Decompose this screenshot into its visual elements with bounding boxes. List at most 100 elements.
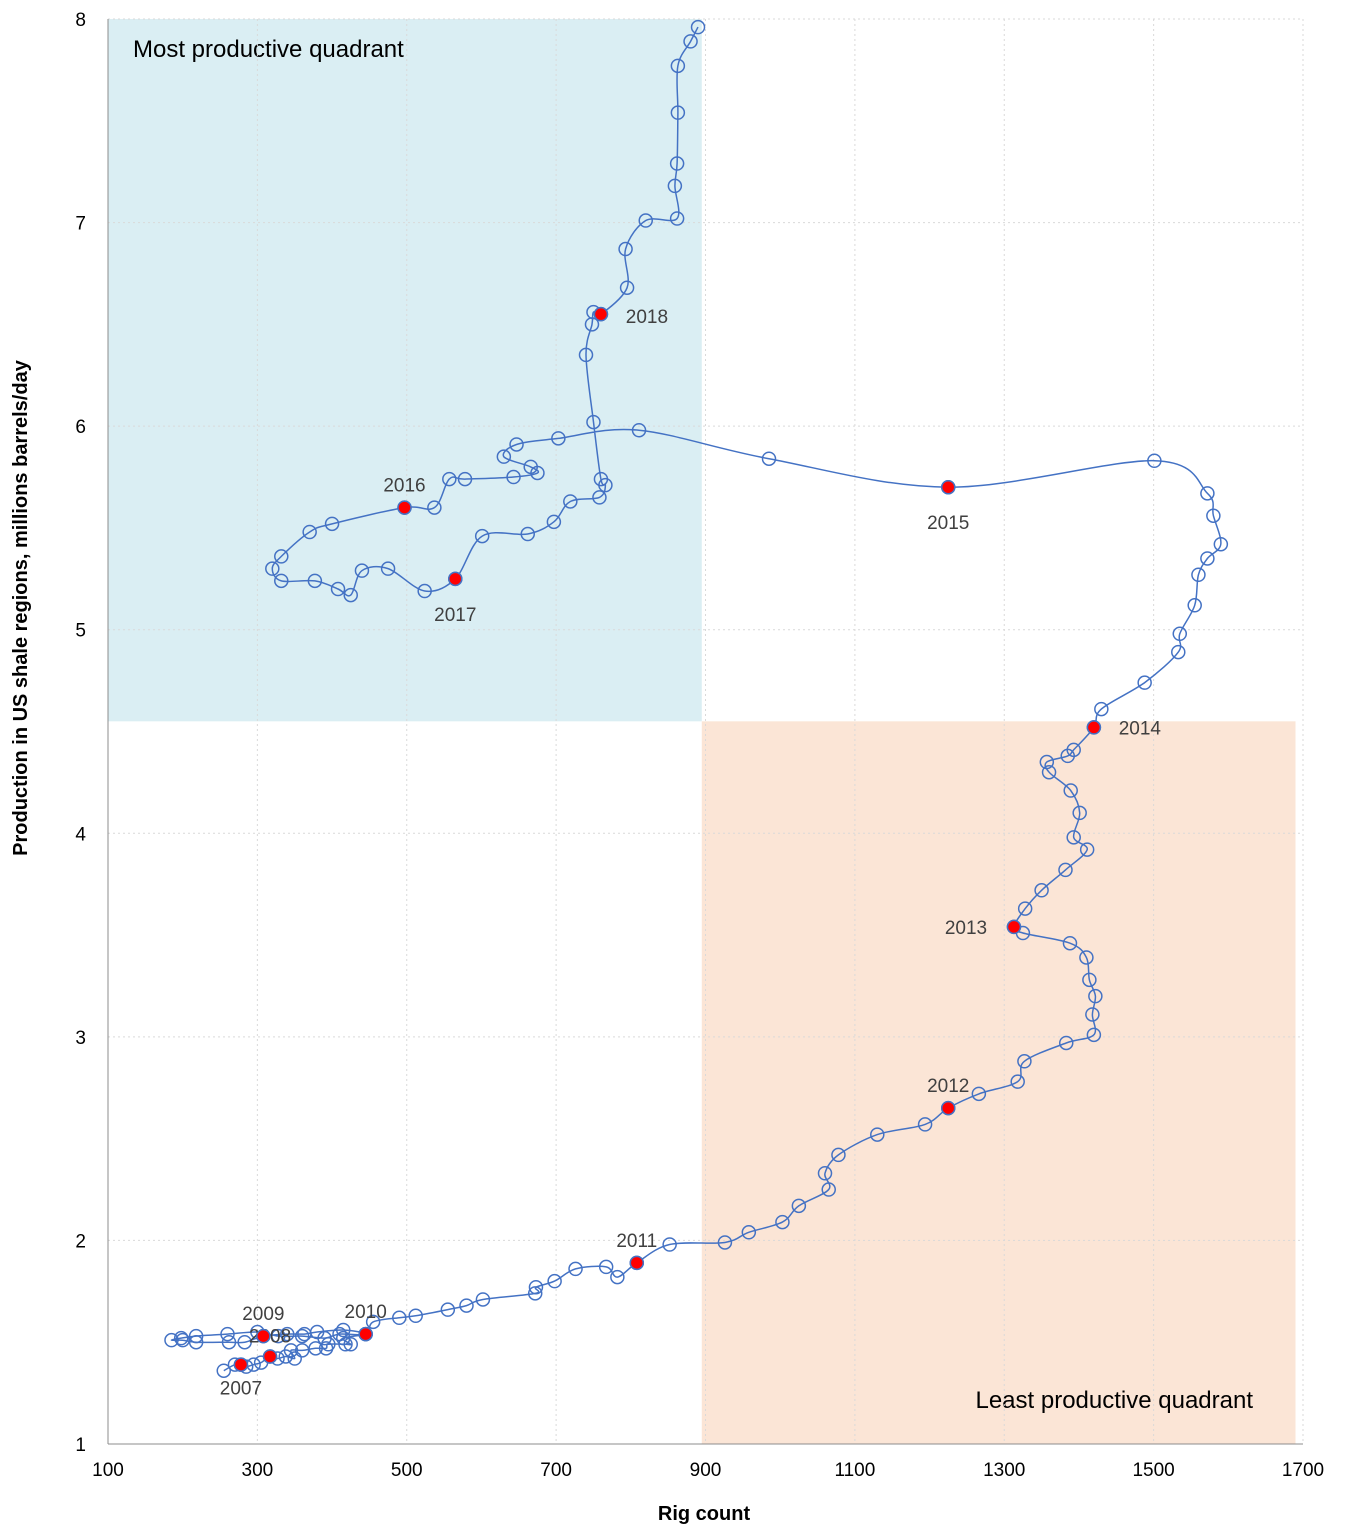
gridlines [108,18,1304,1444]
data-point [496,449,512,464]
y-tick-label: 5 [75,621,86,642]
data-point [509,437,524,452]
data-point [761,451,777,466]
data-point [619,280,635,295]
data-point [593,471,609,487]
year-label: 2010 [345,1302,387,1323]
highlight-point [233,1357,249,1372]
x-tick-label: 1100 [834,1460,875,1481]
data-point [1191,567,1206,582]
data-point [527,1286,543,1301]
data-point [283,1343,299,1358]
data-point [662,1237,677,1252]
data-point [1187,598,1202,613]
y-tick-label: 8 [75,10,86,31]
data-point [1082,972,1097,988]
data-point [287,1351,302,1366]
data-point [971,1086,987,1102]
axes: 100 300 500 700 900 1100 1300 1500 1700 1 2 3 4 5 6 7 8 [75,10,1324,1481]
data-point [791,1198,807,1214]
data-point [1058,862,1073,878]
data-point [1034,883,1049,898]
x-tick-label: 1500 [1132,1460,1174,1481]
data-point [474,528,490,544]
x-tick-label: 300 [242,1460,274,1481]
x-tick-label: 500 [391,1460,423,1481]
data-point [175,1332,190,1348]
data-point [1088,988,1103,1004]
highlight-point [262,1349,278,1364]
data-point [683,34,698,49]
data-point [831,1147,846,1163]
data-point [354,563,370,578]
data-point [1017,1054,1032,1069]
data-point [221,1334,237,1350]
data-point [631,422,647,438]
data-point [817,1166,833,1181]
quadrant-regions: Most productive quadrant Least productive… [108,19,1296,1444]
data-point [1039,754,1055,770]
x-tick-label: 900 [690,1460,722,1481]
y-tick-label: 4 [75,824,86,845]
data-point [1079,950,1094,965]
data-point [427,500,442,515]
year-label: 2017 [434,605,476,626]
data-point [1171,644,1186,660]
data-point [638,213,653,228]
data-point [271,1328,286,1344]
data-point [870,1127,885,1142]
data-point [1206,508,1221,523]
data-point [669,156,685,171]
data-point [408,1308,423,1323]
year-labels: 2007200820092010201120122013201420152016… [220,306,1161,1400]
data-point [307,573,323,589]
year-label: 2012 [927,1076,969,1097]
data-point [332,1326,347,1342]
highlight-point [397,500,412,515]
data-point [188,1328,204,1344]
data-point [1072,805,1087,821]
data-point [667,178,683,194]
x-tick-label: 1700 [1282,1460,1324,1481]
quadrant-region [701,721,1296,1444]
quadrant-region [108,19,702,722]
highlight-point [940,1100,956,1116]
data-point [417,583,432,599]
data-point [670,58,686,74]
data-point [563,494,578,509]
data-point [1017,901,1033,916]
data-point [821,1182,836,1197]
data-point [551,431,566,446]
data-point [592,490,607,505]
data-point [330,581,346,597]
data-point [1213,536,1229,552]
data-point [717,1235,733,1250]
data-point [917,1117,933,1132]
year-label: 2013 [945,918,987,939]
data-point [324,516,340,532]
data-point [274,549,289,564]
highlight-point [1086,720,1102,735]
data-point [302,524,317,540]
data-point [164,1332,179,1348]
quadrant-label: Most productive quadrant [133,36,404,63]
y-tick-label: 6 [75,417,86,438]
data-point [568,1261,583,1277]
data-point [1200,551,1215,566]
highlight-point [256,1328,271,1344]
quadrant-label: Least productive quadrant [975,1387,1253,1414]
data-point [506,469,521,485]
data-point [475,1292,491,1307]
data-point [670,105,686,120]
data-point [1085,1007,1100,1022]
y-tick-label: 3 [75,1028,86,1049]
data-point [528,1280,544,1295]
data-point [294,1328,310,1344]
data-point [1147,453,1162,468]
highlight-point [448,571,463,587]
data-point [1010,1074,1025,1089]
data-point [220,1326,235,1342]
highlight-point [940,479,956,495]
data-point [1066,830,1081,845]
